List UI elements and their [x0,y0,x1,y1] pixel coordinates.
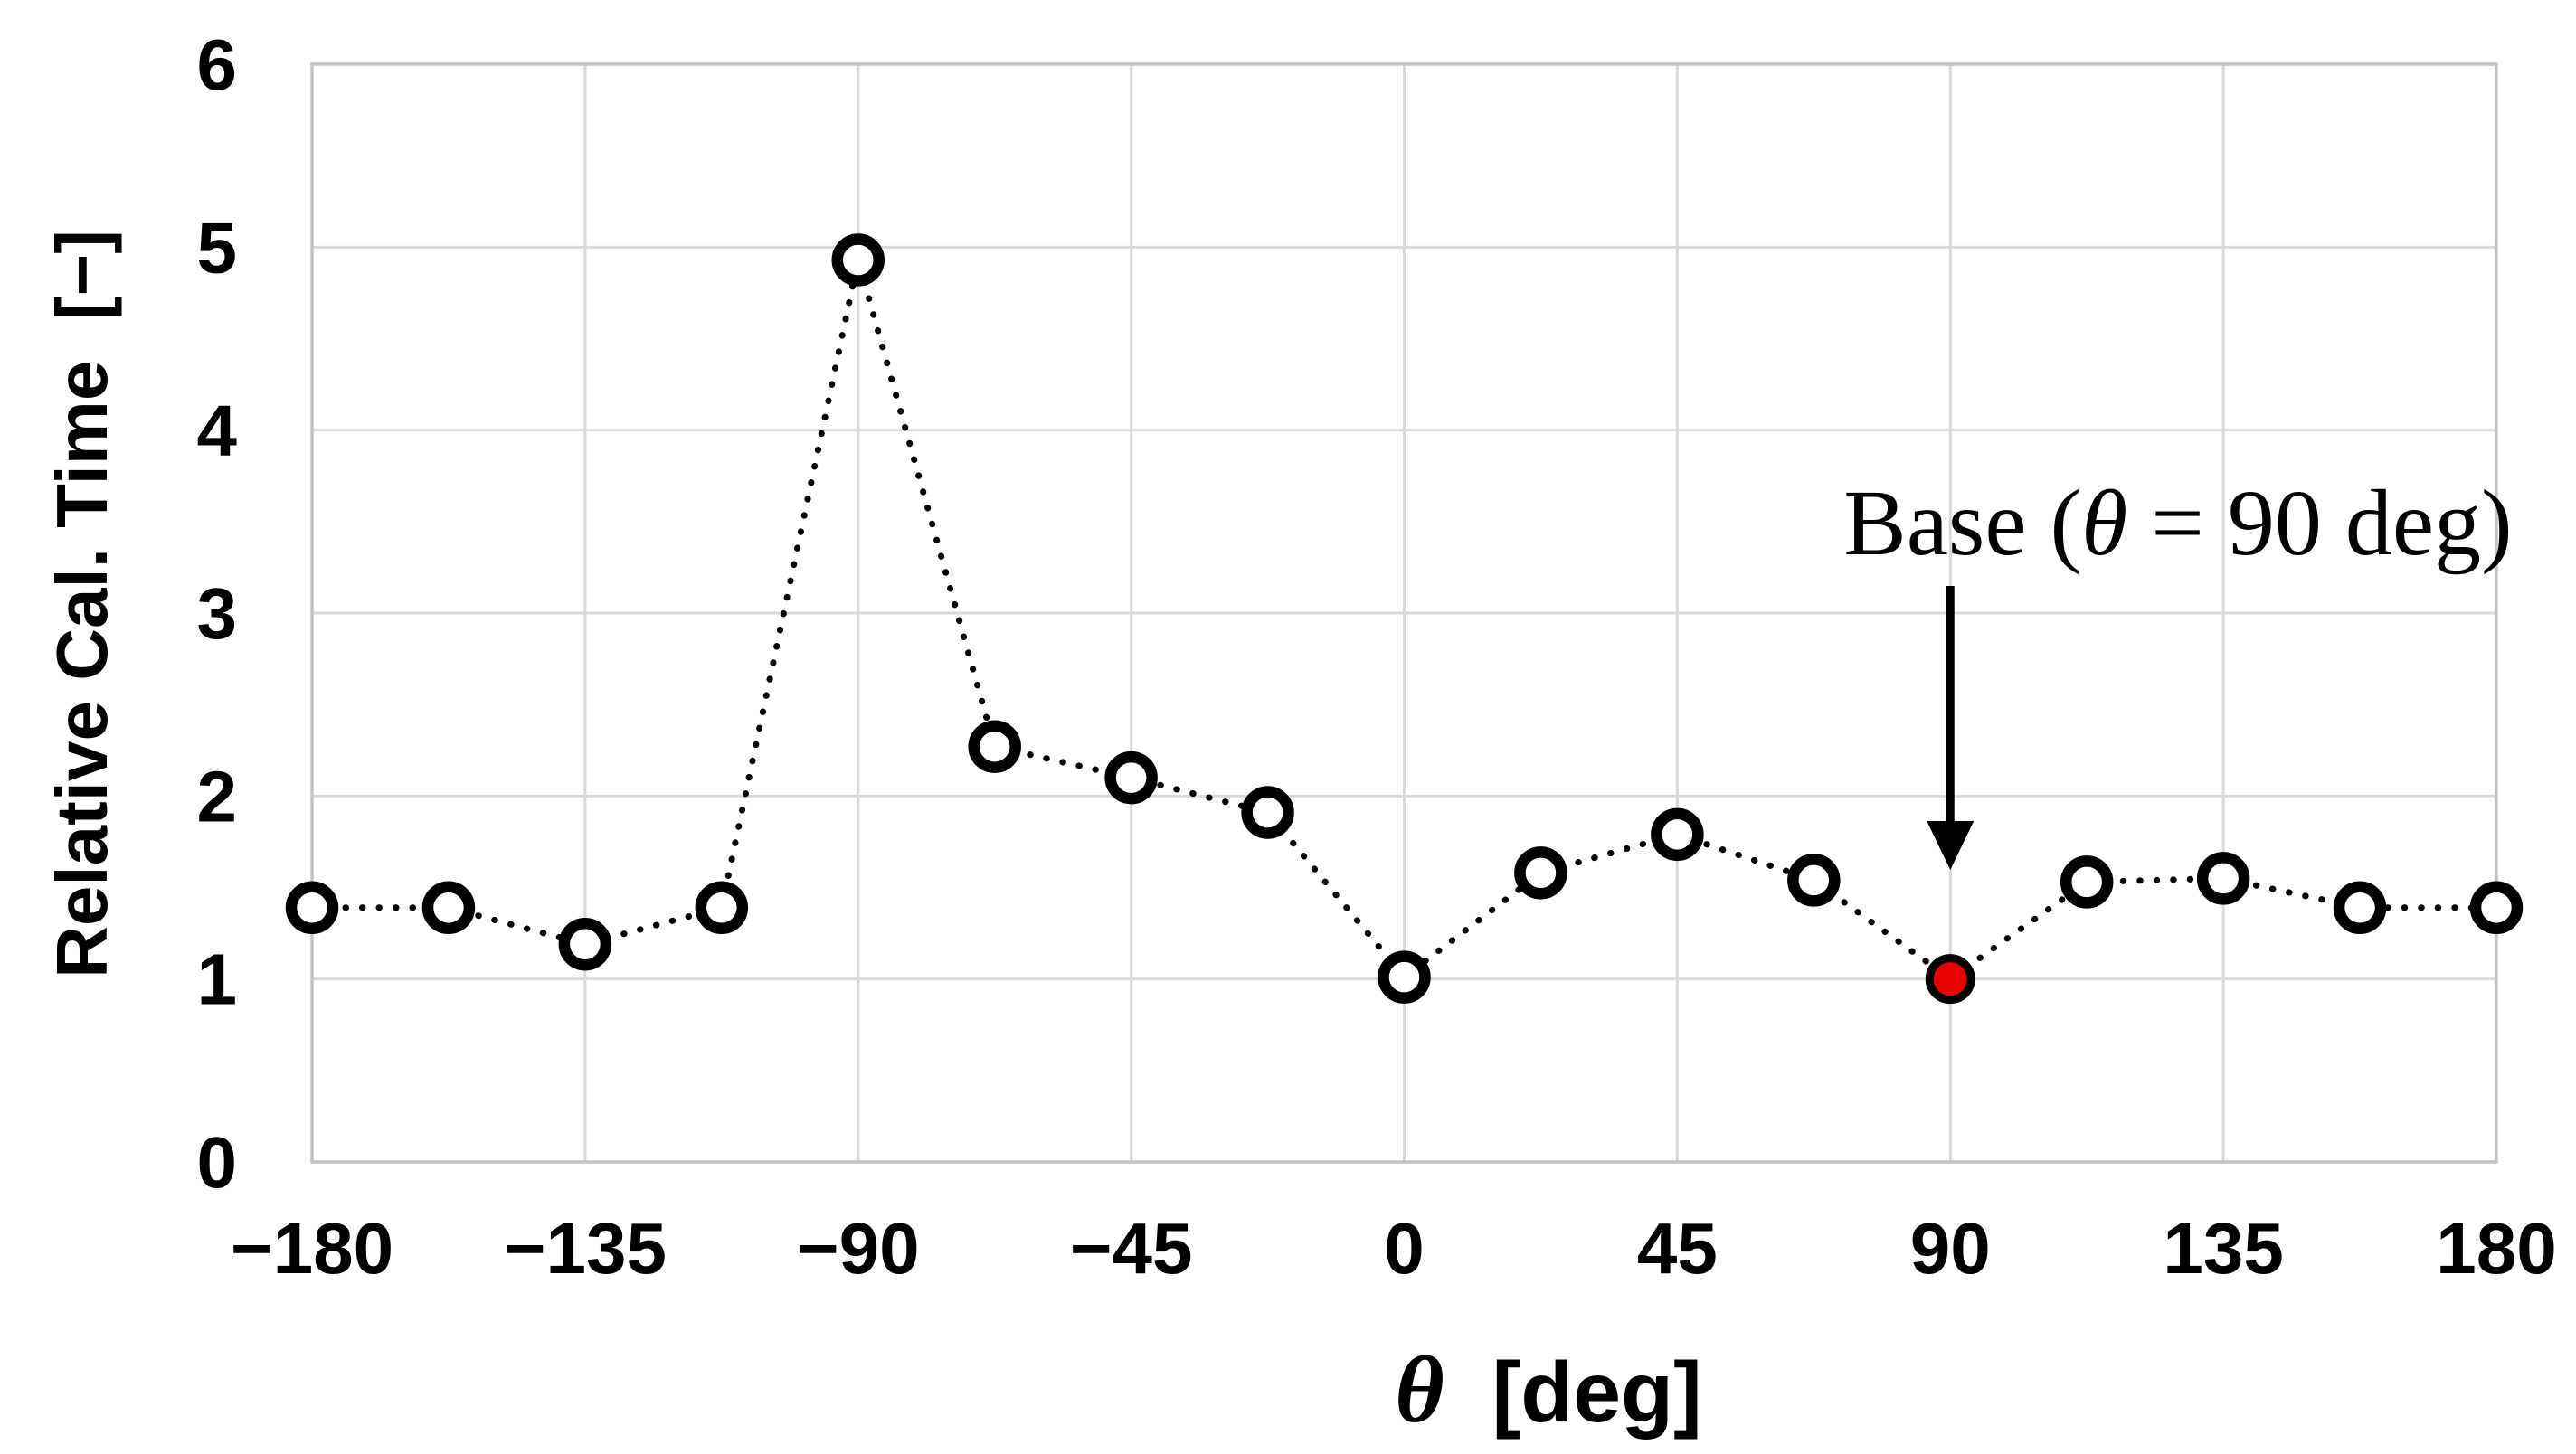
y-tick-label: 3 [197,573,238,654]
x-tick-label: 0 [1384,1208,1425,1289]
x-tick-label: 180 [2436,1208,2556,1289]
x-tick-label: −90 [797,1208,920,1289]
x-tick-label: 90 [1910,1208,1991,1289]
x-tick-label: −180 [231,1208,393,1289]
annotation-layer: Base (θ = 90 deg) [1843,471,2513,870]
x-axis-title: θ [deg] [1395,1336,1701,1442]
y-tick-label: 2 [197,756,238,836]
x-tick-label: −45 [1070,1208,1193,1289]
data-point-marker [2469,881,2524,935]
data-point-marker [1104,751,1158,805]
data-point-marker [285,881,339,935]
x-tick-label: 135 [2163,1208,2283,1289]
plot-border [310,62,2498,1164]
data-point-marker [2333,881,2387,935]
data-point-marker [1378,950,1431,1004]
data-point-marker [2196,852,2250,905]
y-tick-label: 0 [197,1122,238,1203]
data-point-marker [968,720,1021,773]
data-point-marker [695,881,749,935]
data-point-marker [1514,846,1567,900]
data-point-marker [1241,786,1294,839]
x-tick-label: −135 [504,1208,667,1289]
data-point-marker [421,881,476,935]
y-tick-label: 6 [197,24,238,105]
data-point-marker [1787,854,1841,907]
y-tick-label: 1 [197,939,238,1020]
series-layer [285,233,2524,1005]
y-tick-label: 5 [197,207,238,288]
x-tick-label: 45 [1637,1208,1718,1289]
y-tick-label: 4 [197,391,238,471]
data-point-marker [831,233,885,287]
y-axis-title: Relative Cal. Time [−] [42,230,122,978]
data-point-marker [1651,807,1704,862]
annotation-arrow-head [1927,821,1975,870]
annotation-text: Base (θ = 90 deg) [1843,471,2512,575]
base-point-marker [1925,954,1975,1005]
data-point-marker [558,917,612,971]
data-point-marker [2060,855,2114,909]
